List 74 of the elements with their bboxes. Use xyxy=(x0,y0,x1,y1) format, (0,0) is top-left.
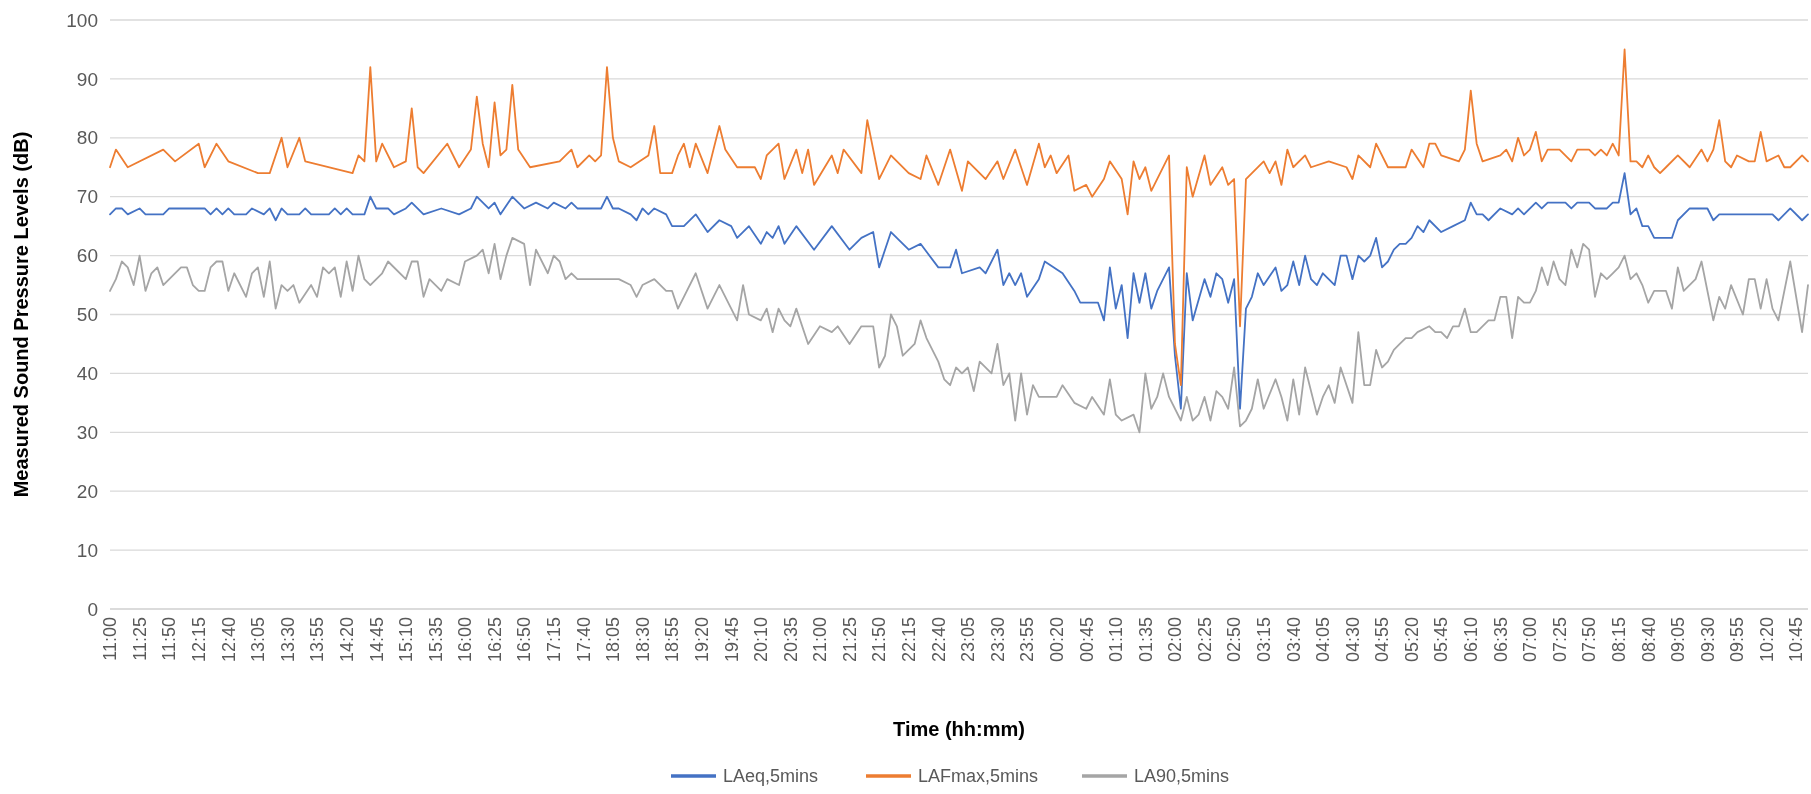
x-tick-label: 11:00 xyxy=(100,617,121,661)
x-tick-label: 01:35 xyxy=(1135,617,1156,663)
x-tick-label: 09:30 xyxy=(1697,617,1718,663)
x-tick-label: 21:00 xyxy=(810,617,831,663)
x-tick-label: 08:15 xyxy=(1608,617,1629,663)
x-tick-label: 10:45 xyxy=(1786,617,1807,663)
y-tick-label: 30 xyxy=(76,421,98,443)
y-tick-label: 10 xyxy=(76,539,98,561)
x-tick-label: 09:05 xyxy=(1668,617,1689,663)
x-tick-label: 23:55 xyxy=(1017,617,1038,663)
y-tick-label: 0 xyxy=(87,598,98,620)
x-tick-label: 15:10 xyxy=(396,617,417,663)
x-tick-label: 16:25 xyxy=(484,617,505,663)
x-tick-label: 10:20 xyxy=(1756,617,1777,663)
x-axis-title: Time (hh:mm) xyxy=(893,718,1025,740)
x-tick-label: 09:55 xyxy=(1727,617,1748,663)
x-tick-label: 04:05 xyxy=(1313,617,1334,663)
x-tick-label: 00:45 xyxy=(1076,617,1097,663)
y-tick-label: 70 xyxy=(76,186,98,208)
x-tick-label: 04:55 xyxy=(1372,617,1393,663)
y-tick-label: 50 xyxy=(76,304,98,326)
y-tick-label: 20 xyxy=(76,480,98,502)
legend-label: LA90,5mins xyxy=(1134,766,1230,787)
x-tick-label: 16:00 xyxy=(455,617,476,663)
x-tick-label: 07:00 xyxy=(1520,617,1541,663)
x-tick-label: 13:55 xyxy=(307,617,328,663)
x-tick-label: 00:20 xyxy=(1046,617,1067,663)
x-tick-label: 05:20 xyxy=(1401,617,1422,663)
x-tick-label: 13:30 xyxy=(277,617,298,663)
x-tick-label: 18:55 xyxy=(662,617,683,663)
x-tick-label: 11:50 xyxy=(159,617,180,661)
x-tick-label: 21:25 xyxy=(839,617,860,663)
x-tick-label: 02:25 xyxy=(1194,617,1215,663)
y-tick-label: 60 xyxy=(76,245,98,267)
y-tick-label: 90 xyxy=(76,68,98,90)
x-tick-label: 17:40 xyxy=(573,617,594,663)
x-tick-label: 12:15 xyxy=(189,617,210,663)
x-tick-label: 15:35 xyxy=(425,617,446,663)
x-tick-label: 16:50 xyxy=(514,617,535,663)
x-tick-label: 07:25 xyxy=(1549,617,1570,663)
x-tick-label: 06:10 xyxy=(1461,617,1482,663)
x-tick-label: 05:45 xyxy=(1431,617,1452,663)
x-tick-label: 20:10 xyxy=(751,617,772,663)
x-tick-label: 13:05 xyxy=(248,617,269,663)
y-tick-label: 40 xyxy=(76,363,98,385)
x-tick-label: 18:30 xyxy=(632,617,653,663)
x-tick-label: 07:50 xyxy=(1579,617,1600,663)
x-tick-label: 08:40 xyxy=(1638,617,1659,663)
x-tick-label: 23:30 xyxy=(987,617,1008,663)
x-tick-label: 22:15 xyxy=(899,617,920,663)
legend-label: LAeq,5mins xyxy=(723,766,819,787)
x-tick-label: 14:45 xyxy=(366,617,387,663)
x-tick-label: 20:35 xyxy=(780,617,801,663)
legend-label: LAFmax,5mins xyxy=(918,766,1039,787)
x-tick-label: 19:20 xyxy=(691,617,712,663)
y-tick-label: 100 xyxy=(66,9,98,31)
y-axis-title: Measured Sound Pressure Levels (dB) xyxy=(10,131,32,498)
x-tick-label: 22:40 xyxy=(928,617,949,663)
x-tick-label: 18:05 xyxy=(603,617,624,663)
x-tick-label: 14:20 xyxy=(336,617,357,663)
x-tick-label: 01:10 xyxy=(1106,617,1127,663)
x-tick-label: 23:05 xyxy=(958,617,979,663)
x-tick-label: 03:40 xyxy=(1283,617,1304,663)
x-tick-label: 12:40 xyxy=(218,617,239,663)
x-tick-label: 02:50 xyxy=(1224,617,1245,663)
x-tick-label: 11:25 xyxy=(129,617,150,661)
x-tick-label: 19:45 xyxy=(721,617,742,663)
x-tick-label: 03:15 xyxy=(1253,617,1274,663)
x-tick-label: 02:00 xyxy=(1165,617,1186,663)
x-tick-label: 17:15 xyxy=(544,617,565,663)
x-tick-label: 21:50 xyxy=(869,617,890,663)
x-tick-label: 06:35 xyxy=(1490,617,1511,663)
x-tick-label: 04:30 xyxy=(1342,617,1363,663)
y-tick-label: 80 xyxy=(76,127,98,149)
